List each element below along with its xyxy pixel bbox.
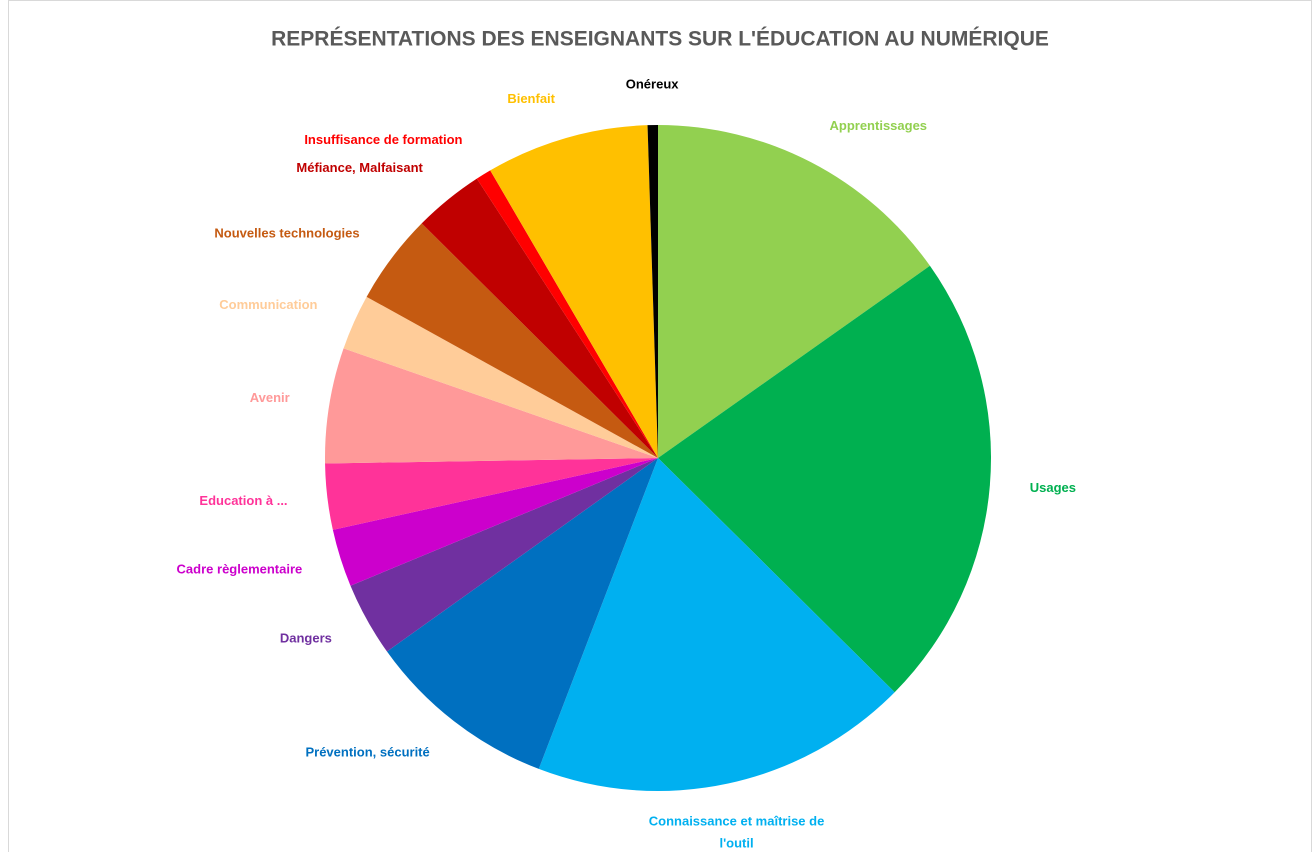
slice-label: Nouvelles technologies — [214, 226, 359, 241]
pie-slice — [490, 125, 658, 458]
slice-label: Insuffisance de formation — [304, 132, 462, 147]
pie-slice — [343, 296, 658, 458]
pie-slice — [350, 458, 658, 652]
pie-slice — [476, 170, 658, 458]
pie-slice — [421, 178, 658, 458]
pie-slice — [386, 458, 658, 769]
slice-label: Cadre règlementaire — [177, 562, 303, 577]
slice-label: Usages — [1030, 480, 1076, 495]
slice-label: Avenir — [250, 390, 290, 405]
slice-label: Bienfait — [507, 91, 555, 106]
slice-label: Méfiance, Malfaisant — [296, 160, 423, 175]
pie-slice — [366, 223, 658, 458]
pie-slice — [325, 458, 658, 530]
slice-label: Communication — [219, 297, 317, 312]
slice-label: Prévention, sécurité — [305, 744, 429, 759]
slice-label: Apprentissages — [830, 118, 928, 133]
slice-label: Connaissance et maîtrise de l'outil — [649, 814, 825, 851]
slice-label: Dangers — [280, 630, 332, 645]
slice-label: Onéreux — [626, 76, 680, 91]
pie-slice — [538, 458, 895, 791]
pie-slice — [325, 348, 658, 464]
pie-slice — [658, 125, 930, 458]
pie-slice — [647, 125, 658, 458]
slice-label: Education à ... — [199, 493, 287, 508]
pie-slice — [658, 265, 991, 693]
pie-slice — [332, 458, 658, 586]
chart-title: REPRÉSENTATIONS DES ENSEIGNANTS SUR L'ÉD… — [271, 28, 1049, 51]
